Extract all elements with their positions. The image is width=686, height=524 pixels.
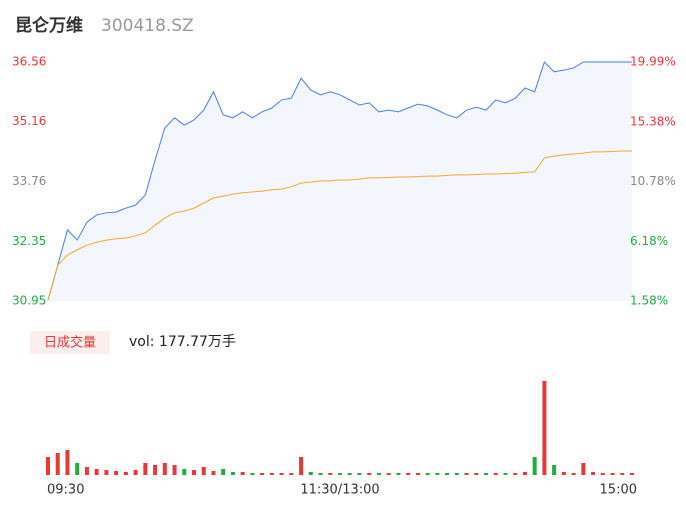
volume-bar [318,473,323,475]
volume-bar [94,469,99,475]
volume-bar [172,465,177,475]
y-tick-label: 33.76 [12,174,46,188]
volume-bar [484,473,488,475]
y2-tick-label: 10.78% [630,174,676,188]
volume-bar [610,473,615,475]
volume-bar [240,472,245,475]
volume-bar [279,473,284,475]
volume-bar [464,473,469,475]
volume-label: 日成交量 [44,335,96,351]
volume-bar [445,473,450,475]
volume-bar [600,473,605,475]
volume-bar [143,463,148,475]
y-tick-label: 30.95 [12,294,46,308]
volume-bar [542,381,547,475]
y2-tick-label: 15.38% [630,114,676,128]
volume-bar [630,473,634,475]
volume-bar [406,473,411,475]
volume-bar [299,457,304,475]
volume-label-box [30,331,110,354]
volume-bar [474,473,479,475]
volume-bar [338,473,342,475]
volume-bar [591,472,596,475]
volume-bar [581,463,586,475]
volume-bar [75,463,80,475]
volume-bar [211,471,216,475]
volume-bar [55,453,60,475]
volume-bar [522,472,527,475]
y2-tick-label: 6.18% [630,234,668,248]
volume-bar [328,473,333,475]
x-tick-label: 15:00 [600,483,637,498]
volume-bar [269,473,274,475]
volume-bar [230,472,235,475]
volume-bar [347,473,352,475]
volume-bar [182,469,187,475]
volume-bar [513,473,518,475]
volume-bar [367,473,372,475]
volume-bar [357,473,362,475]
volume-bar [561,472,566,475]
volume-bar [65,450,70,475]
y2-tick-label: 19.99% [630,55,676,69]
volume-bar [620,473,625,475]
chart-subtitle: 300418.SZ [101,16,194,36]
volume-bar [46,457,50,475]
volume-bar [308,472,313,475]
volume-bar [133,470,138,475]
volume-bar [221,469,226,475]
volume-bar [415,473,420,475]
volume-bar [192,470,196,475]
volume-bar [376,473,381,475]
volume-bar [532,457,537,475]
volume-bar [386,473,391,475]
price-area [48,62,632,301]
volume-bar [153,465,158,475]
volume-bar [454,473,459,475]
chart-title: 昆仑万维 [15,15,83,36]
volume-bar [552,465,557,475]
volume-bar [425,473,430,475]
volume-bar [571,473,576,475]
volume-bar [260,473,265,475]
y-tick-label: 32.35 [12,234,46,248]
volume-bar [162,463,167,475]
volume-bar [396,473,401,475]
volume-bar [435,473,440,475]
volume-bar [289,473,294,475]
volume-bar [114,471,119,475]
line-0 [47,61,632,301]
volume-bar [250,473,255,475]
volume-bar [493,473,498,475]
y-tick-label: 36.56 [12,55,46,69]
volume-bar [201,467,206,475]
line-1 [47,150,632,301]
x-tick-label: 11:30/13:00 [300,483,379,498]
volume-bar [123,472,128,475]
y2-tick-label: 1.58% [630,294,668,308]
volume-bar [104,470,109,475]
volume-bar [503,473,508,475]
x-tick-label: 09:30 [47,483,84,498]
volume-total: vol: 177.77万手 [129,334,236,350]
y-tick-label: 35.16 [12,114,46,128]
volume-bar [84,467,89,475]
